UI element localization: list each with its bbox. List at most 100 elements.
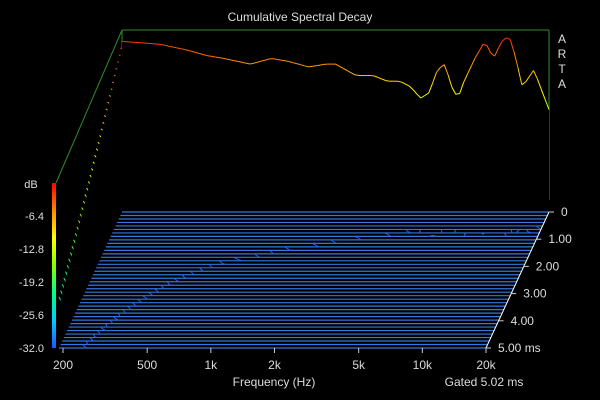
decay-slice-segment xyxy=(529,70,534,77)
decay-slice-segment xyxy=(211,55,216,58)
brand-letter: A xyxy=(558,32,566,46)
decay-slice-segment xyxy=(332,240,337,244)
decay-slice-segment xyxy=(521,81,526,86)
decay-slice-segment xyxy=(292,62,297,65)
decay-slice-segment xyxy=(502,37,507,42)
decay-slice-segment xyxy=(385,80,390,82)
decay-slice-segment xyxy=(401,81,406,85)
decay-slice-segment xyxy=(246,62,251,65)
decay-slice-segment xyxy=(148,292,154,297)
decay-slice-segment xyxy=(187,49,193,52)
decay-slice-segment xyxy=(315,244,320,248)
decay-slice-segment xyxy=(486,45,492,54)
decay-slice-segment xyxy=(174,278,180,283)
brand-letter: T xyxy=(558,62,566,76)
decay-slice-segment xyxy=(463,73,468,83)
decay-slice-segment xyxy=(506,37,511,40)
decay-slice-segment xyxy=(207,55,212,57)
decay-slice-segment xyxy=(525,75,531,83)
x-tick-label: 1k xyxy=(204,358,218,372)
decay-slice-segment xyxy=(386,233,391,237)
decay-slice-segment xyxy=(428,234,434,237)
decay-slice-segment xyxy=(288,61,293,64)
z-tick-label: -25.6 xyxy=(19,310,44,322)
decay-slice-segment xyxy=(176,47,181,50)
decay-slice-segment xyxy=(509,39,515,53)
decay-slice-segment xyxy=(281,59,286,62)
decay-slice-segment xyxy=(132,302,137,307)
brand-letter: A xyxy=(558,77,566,91)
gate-label: Gated 5.02 ms xyxy=(445,375,524,389)
decay-slice-segment xyxy=(257,60,262,63)
x-tick-label: 2k xyxy=(268,358,282,372)
decay-slice-segment xyxy=(335,63,340,67)
decay-slice-segment xyxy=(432,72,437,84)
decay-slice-segment xyxy=(195,52,200,55)
decay-slice-segment xyxy=(160,44,165,46)
decay-slice-segment xyxy=(482,43,488,46)
chart-title: Cumulative Spectral Decay xyxy=(228,10,373,24)
decay-slice-segment xyxy=(218,57,223,59)
decay-slice-segment xyxy=(346,70,352,74)
decay-slice-segment xyxy=(432,234,437,237)
decay-slice-segment xyxy=(447,74,453,88)
decay-slice-segment xyxy=(544,99,550,110)
decay-slice-segment xyxy=(412,89,418,95)
decay-slice-segment xyxy=(370,75,375,77)
decay-slice-segment xyxy=(443,64,449,76)
decay-slice-segment xyxy=(490,52,496,57)
decay-slice-segment xyxy=(164,44,169,47)
time-tick-label: 0 xyxy=(561,205,568,219)
decay-slice-segment xyxy=(474,50,480,59)
time-tick-label: 1.00 xyxy=(548,232,572,246)
decay-slice-segment xyxy=(470,57,476,67)
decay-slice-segment xyxy=(203,54,208,57)
decay-slice-segment xyxy=(234,257,240,261)
colorbar xyxy=(52,183,56,348)
decay-slice-segment xyxy=(234,60,239,62)
decay-slice-segment xyxy=(354,74,359,76)
x-axis-label: Frequency (Hz) xyxy=(233,375,316,389)
decay-slice-segment xyxy=(478,44,484,52)
decay-slice-segment xyxy=(467,65,472,75)
decay-slice-segment xyxy=(284,60,289,62)
decay-slice-segment xyxy=(265,58,270,61)
decay-slice-segment xyxy=(273,58,278,60)
decay-slice-segment xyxy=(540,88,546,100)
decay-slice-segment xyxy=(527,231,532,234)
decay-slice-segment xyxy=(253,61,259,64)
x-tick-label: 500 xyxy=(137,358,157,372)
decay-slice-segment xyxy=(498,40,503,49)
decay-slice-segment xyxy=(536,78,542,90)
decay-slice-segment xyxy=(536,226,542,230)
x-tick-label: 5k xyxy=(352,358,366,372)
time-tick-label: 2.00 xyxy=(536,259,560,273)
time-tick-label: 5.00 ms xyxy=(498,341,541,355)
x-tick-label: 20k xyxy=(476,358,496,372)
time-axis-line xyxy=(485,211,550,349)
decay-slice-segment xyxy=(296,63,301,66)
decay-slice-segment xyxy=(397,80,402,83)
z-tick-label: -6.4 xyxy=(25,211,44,223)
decay-slice-segment xyxy=(94,336,99,338)
decay-slice-segment xyxy=(114,317,119,321)
decay-slice-segment xyxy=(494,47,499,57)
decay-slice-segment xyxy=(191,50,196,53)
decay-slice-segment xyxy=(407,230,412,234)
decay-slice-segment xyxy=(312,65,317,67)
decay-slice-segment xyxy=(513,52,519,68)
decay-slice-segment xyxy=(183,48,189,51)
decay-slice-segment xyxy=(439,64,445,68)
decay-slice-segment xyxy=(238,259,244,262)
decay-slice-segment xyxy=(249,62,255,65)
decay-slice-segment xyxy=(154,288,159,293)
decay-slice-segment xyxy=(378,77,383,80)
decay-slice-segment xyxy=(101,328,107,332)
decay-slice-segment xyxy=(517,67,523,85)
decay-slice-segment xyxy=(533,70,538,80)
z-tick-label: -32.0 xyxy=(19,343,44,355)
decay-slice-segment xyxy=(199,53,204,56)
decay-slice-segment xyxy=(277,59,282,61)
decay-slice-segment xyxy=(350,72,356,76)
